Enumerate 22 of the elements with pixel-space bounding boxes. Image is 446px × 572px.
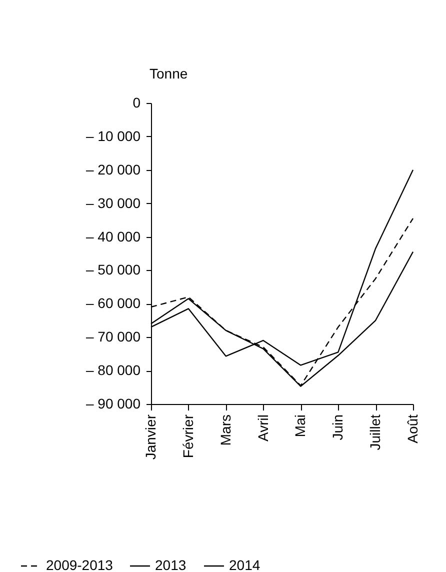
x-tick-label: Juillet (367, 414, 384, 450)
legend-label: 2014 (229, 557, 260, 572)
y-axis-title: Tonne (150, 66, 188, 82)
x-tick-label: Août (404, 414, 420, 444)
y-tick-label: – 70 000 (86, 328, 141, 345)
legend-label: 2009-2013 (46, 557, 114, 572)
x-tick-label: Juin (330, 414, 346, 440)
y-tick-label: – 20 000 (86, 161, 141, 178)
y-tick-label: – 80 000 (86, 362, 141, 378)
x-tick-label: Janvier (142, 414, 158, 460)
x-tick-label: Mars (217, 414, 234, 446)
y-tick-label: – 30 000 (86, 194, 141, 211)
y-tick-label: – 60 000 (86, 295, 141, 312)
y-tick-label: 0 (132, 94, 141, 110)
y-tick-label: – 40 000 (86, 228, 141, 244)
x-tick-label: Mai (292, 414, 308, 438)
x-tick-label: Avril (254, 414, 271, 442)
y-tick-label: – 50 000 (86, 262, 141, 278)
legend-label: 2013 (155, 557, 186, 572)
y-tick-label: – 90 000 (86, 396, 141, 412)
x-tick-label: Février (180, 414, 196, 458)
y-tick-label: – 10 000 (86, 128, 141, 144)
